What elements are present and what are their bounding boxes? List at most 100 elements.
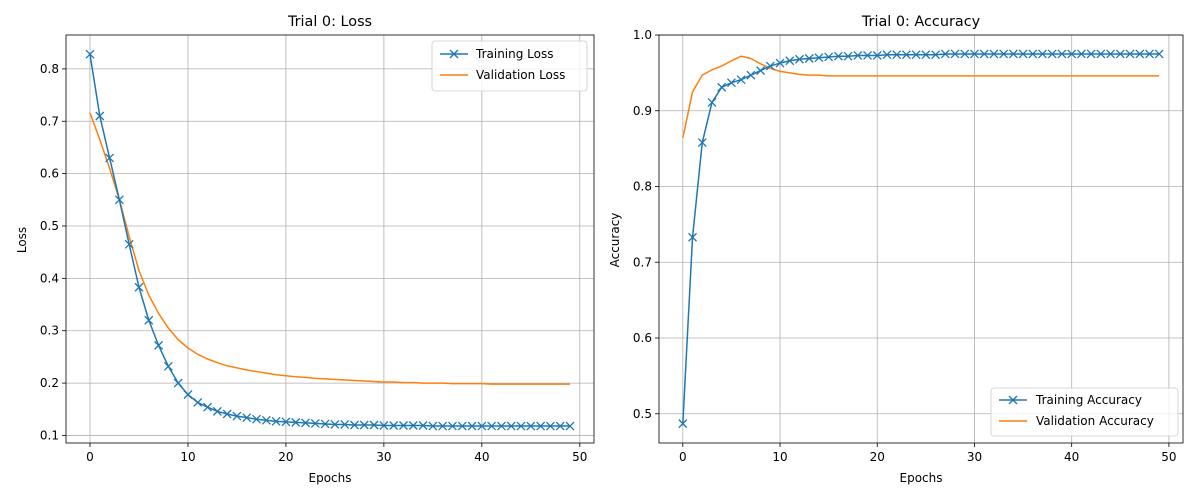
- loss-data-point-training-loss: [232, 411, 242, 421]
- loss-chart-title: Trial 0: Loss: [287, 14, 372, 30]
- loss-y-tick-label: 0.1: [40, 428, 59, 442]
- accuracy-x-axis-label: Epochs: [900, 471, 943, 485]
- loss-data-point-training-loss: [359, 420, 369, 430]
- accuracy-data-point-training-accuracy: [795, 54, 804, 64]
- loss-data-point-training-loss: [565, 421, 575, 431]
- loss-data-point-training-loss: [487, 421, 497, 431]
- loss-series-layer: [85, 49, 575, 431]
- loss-data-point-training-loss: [222, 409, 232, 419]
- accuracy-chart: Trial 0: Accuracy Epochs Accuracy 0 10 20 3…: [608, 14, 1184, 485]
- loss-data-point-training-loss: [154, 340, 164, 350]
- accuracy-data-point-training-accuracy: [1067, 49, 1077, 59]
- accuracy-y-tick-label: 0.8: [633, 180, 652, 194]
- loss-data-point-training-loss: [438, 421, 448, 431]
- accuracy-data-point-training-accuracy: [785, 56, 795, 66]
- accuracy-data-point-training-accuracy: [1018, 49, 1028, 59]
- accuracy-grid: [659, 34, 1183, 443]
- accuracy-chart-title: Trial 0: Accuracy: [861, 14, 981, 30]
- loss-data-point-training-loss: [545, 421, 555, 431]
- loss-data-point-training-loss: [369, 420, 379, 430]
- accuracy-data-point-training-accuracy: [1115, 49, 1125, 59]
- loss-data-point-training-loss: [173, 378, 183, 388]
- loss-y-tick-label: 0.6: [40, 167, 59, 181]
- loss-x-tick-label: 50: [572, 450, 587, 464]
- loss-axes-frame: [65, 34, 595, 444]
- loss-data-point-training-loss: [134, 282, 144, 292]
- loss-data-point-training-loss: [330, 420, 340, 429]
- loss-data-point-training-loss: [261, 415, 271, 425]
- loss-data-point-training-loss: [310, 418, 320, 428]
- accuracy-data-point-training-accuracy: [843, 51, 853, 61]
- accuracy-data-point-training-accuracy: [863, 50, 872, 60]
- loss-series-line-training-loss: [89, 54, 570, 427]
- accuracy-data-point-training-accuracy: [989, 49, 999, 59]
- accuracy-data-point-training-accuracy: [999, 49, 1009, 59]
- accuracy-axes-frame: [658, 34, 1184, 444]
- loss-data-point-training-loss: [399, 421, 408, 430]
- loss-data-point-training-loss: [95, 111, 105, 121]
- accuracy-data-point-training-accuracy: [1076, 49, 1086, 59]
- accuracy-data-point-training-accuracy: [1086, 49, 1096, 59]
- accuracy-y-tick-label: 0.6: [633, 331, 652, 345]
- accuracy-data-point-training-accuracy: [921, 50, 931, 60]
- accuracy-x-tick-label: 10: [772, 450, 787, 464]
- accuracy-data-point-training-accuracy: [1106, 49, 1116, 59]
- accuracy-legend-label-training: Training Accuracy: [1035, 393, 1142, 407]
- accuracy-x-ticks: 0 10 20 30 40 50: [679, 443, 1177, 464]
- accuracy-legend-label-validation: Validation Accuracy: [1036, 414, 1154, 428]
- accuracy-data-point-training-accuracy: [765, 61, 775, 71]
- accuracy-data-point-training-accuracy: [931, 50, 941, 60]
- accuracy-data-point-training-accuracy: [1008, 49, 1018, 59]
- accuracy-data-point-training-accuracy: [872, 50, 882, 60]
- loss-data-point-training-loss: [477, 421, 487, 431]
- accuracy-data-point-training-accuracy: [901, 50, 911, 60]
- accuracy-x-tick-label: 0: [679, 450, 687, 464]
- loss-legend-label-validation: Validation Loss: [476, 68, 565, 82]
- accuracy-y-tick-label: 1.0: [633, 28, 652, 42]
- loss-data-point-training-loss: [389, 421, 399, 430]
- loss-data-point-training-loss: [350, 420, 359, 430]
- accuracy-data-point-training-accuracy: [853, 50, 863, 60]
- loss-data-point-training-loss: [555, 421, 565, 431]
- accuracy-data-point-training-accuracy: [1135, 49, 1145, 59]
- accuracy-data-point-training-accuracy: [1145, 49, 1154, 59]
- loss-data-point-training-loss: [467, 421, 477, 431]
- accuracy-data-point-training-accuracy: [688, 232, 697, 242]
- loss-y-tick-label: 0.5: [40, 219, 59, 233]
- loss-x-tick-label: 20: [278, 450, 293, 464]
- loss-data-point-training-loss: [516, 421, 526, 431]
- loss-y-tick-label: 0.7: [40, 114, 59, 128]
- loss-data-point-training-loss: [124, 239, 134, 249]
- loss-legend-box: [431, 40, 588, 92]
- accuracy-data-point-training-accuracy: [697, 138, 707, 148]
- accuracy-data-point-training-accuracy: [707, 97, 717, 107]
- accuracy-data-point-training-accuracy: [1096, 49, 1106, 59]
- accuracy-data-point-training-accuracy: [970, 49, 979, 59]
- loss-data-point-training-loss: [291, 417, 301, 427]
- accuracy-y-tick-label: 0.5: [633, 407, 652, 421]
- loss-data-point-training-loss: [320, 419, 330, 429]
- loss-data-point-training-loss: [183, 390, 193, 400]
- accuracy-data-point-training-accuracy: [775, 58, 785, 68]
- loss-data-point-training-loss: [457, 421, 467, 431]
- accuracy-x-tick-label: 20: [870, 450, 885, 464]
- accuracy-data-point-training-accuracy: [824, 52, 834, 62]
- accuracy-y-tick-label: 0.9: [633, 104, 652, 118]
- loss-legend-label-training: Training Loss: [475, 47, 553, 61]
- loss-data-point-training-loss: [212, 406, 222, 416]
- accuracy-data-point-training-accuracy: [833, 51, 843, 61]
- accuracy-data-point-training-accuracy: [678, 419, 688, 429]
- loss-y-tick-label: 0.2: [40, 376, 59, 390]
- accuracy-y-axis-label: Accuracy: [608, 213, 622, 268]
- accuracy-data-point-training-accuracy: [979, 49, 989, 59]
- loss-data-point-training-loss: [271, 416, 281, 426]
- loss-legend: Training Loss Validation Loss: [431, 40, 588, 92]
- loss-y-axis-label: Loss: [15, 227, 29, 253]
- accuracy-x-tick-label: 40: [1064, 450, 1079, 464]
- loss-data-point-training-loss: [428, 421, 438, 431]
- loss-data-point-training-loss: [193, 398, 203, 407]
- accuracy-data-point-training-accuracy: [726, 78, 736, 88]
- loss-series-line-validation-loss: [89, 112, 570, 385]
- accuracy-data-point-training-accuracy: [911, 50, 921, 60]
